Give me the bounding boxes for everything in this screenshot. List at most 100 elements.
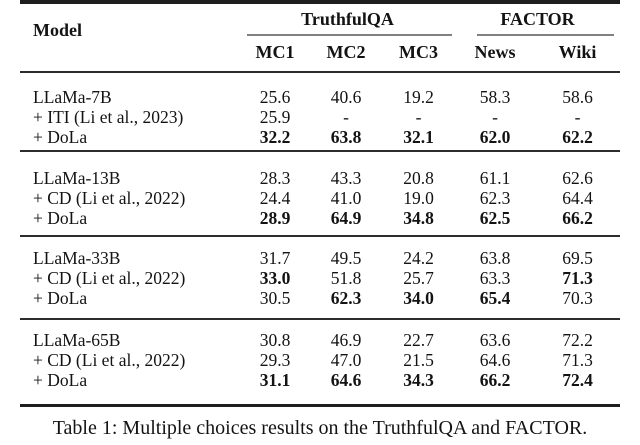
table-row: + ITI (Li et al., 2023) 25.9 - - - - [20,107,620,127]
table-row: + DoLa 32.2 63.8 32.1 62.0 62.2 [20,127,620,147]
metric-cell: 62.2 [562,127,593,147]
table-row: + CD (Li et al., 2022) 33.0 51.8 25.7 63… [20,268,620,288]
metric-cell: 19.2 [403,87,434,107]
row-label: LLaMa-7B [33,87,112,107]
metric-cell: 32.2 [259,127,291,147]
table-row: LLaMa-33B 31.7 49.5 24.2 63.8 69.5 [20,248,620,268]
metric-cell: 72.4 [562,370,593,390]
table-row: LLaMa-65B 30.8 46.9 22.7 63.6 72.2 [20,330,620,350]
group-separator-rule [20,150,620,152]
metric-cell: 28.9 [259,208,291,228]
metric-cell: 66.2 [479,370,511,390]
top-rule [20,0,620,4]
metric-cell: 64.6 [330,370,362,390]
metric-cell: 24.2 [403,248,434,268]
metric-cell: 43.3 [330,168,362,188]
metric-cell: 64.9 [330,208,362,228]
row-label: + DoLa [33,370,88,390]
row-label: LLaMa-13B [33,168,121,188]
metric-cell: 28.3 [259,168,291,188]
metric-cell: 51.8 [330,268,362,288]
metric-cell: 72.2 [562,330,593,350]
table-row: + DoLa 28.9 64.9 34.8 62.5 66.2 [20,208,620,228]
row-label: + DoLa [33,208,88,228]
column-header-mc2: MC2 [326,42,366,62]
row-label: LLaMa-33B [33,248,121,268]
metric-cell: 64.6 [479,350,511,370]
metric-cell: 31.7 [259,248,291,268]
metric-cell: - [574,107,581,127]
metric-cell: 64.4 [562,188,593,208]
group-separator-rule [20,235,620,237]
metric-cell: 34.3 [403,370,434,390]
metric-cell: - [415,107,422,127]
column-header-mc1: MC1 [255,42,295,62]
row-label: + CD (Li et al., 2022) [33,268,186,288]
metric-cell: 25.7 [403,268,434,288]
metric-cell: 30.5 [259,288,291,308]
metric-cell: 25.9 [259,107,291,127]
row-label: + CD (Li et al., 2022) [33,350,186,370]
metric-cell: - [343,107,349,127]
row-label: + DoLa [33,288,88,308]
metric-cell: - [492,107,498,127]
column-header-news: News [474,42,516,62]
metric-cell: 41.0 [330,188,362,208]
metric-cell: 61.1 [479,168,511,188]
group-header-truthfulqa: TruthfulQA [301,9,394,29]
factor-span-rule [477,34,614,36]
results-table: Model TruthfulQA FACTOR MC1 MC2 MC3 News… [20,0,620,410]
table-row: + DoLa 30.5 62.3 34.0 65.4 70.3 [20,288,620,308]
metric-cell: 20.8 [403,168,434,188]
subheader-row: MC1 MC2 MC3 News Wiki [20,41,620,63]
metric-cell: 62.3 [330,288,362,308]
header-rule [20,71,620,73]
column-header-wiki: Wiki [558,42,597,62]
metric-cell: 25.6 [259,87,291,107]
metric-cell: 24.4 [259,188,291,208]
metric-cell: 70.3 [562,288,593,308]
metric-cell: 46.9 [330,330,362,350]
metric-cell: 62.0 [479,127,511,147]
metric-cell: 71.3 [562,350,593,370]
metric-cell: 31.1 [259,370,291,390]
metric-cell: 33.0 [259,268,291,288]
metric-cell: 29.3 [259,350,291,370]
metric-cell: 71.3 [562,268,593,288]
metric-cell: 34.8 [403,208,434,228]
metric-cell: 32.1 [403,127,434,147]
metric-cell: 34.0 [403,288,434,308]
table-row: LLaMa-13B 28.3 43.3 20.8 61.1 62.6 [20,168,620,188]
table-row: + CD (Li et al., 2022) 24.4 41.0 19.0 62… [20,188,620,208]
metric-cell: 49.5 [330,248,362,268]
row-label: LLaMa-65B [33,330,121,350]
metric-cell: 62.6 [562,168,593,188]
row-label: + ITI (Li et al., 2023) [33,107,184,127]
metric-cell: 21.5 [403,350,434,370]
table-row: LLaMa-7B 25.6 40.6 19.2 58.3 58.6 [20,87,620,107]
metric-cell: 63.8 [479,248,511,268]
metric-cell: 63.8 [330,127,362,147]
metric-cell: 62.3 [479,188,511,208]
metric-cell: 22.7 [403,330,434,350]
metric-cell: 19.0 [403,188,434,208]
metric-cell: 63.3 [479,268,511,288]
metric-cell: 69.5 [562,248,593,268]
column-header-mc3: MC3 [399,42,438,62]
column-header-model: Model [33,20,82,40]
metric-cell: 66.2 [562,208,593,228]
row-label: + CD (Li et al., 2022) [33,188,186,208]
metric-cell: 63.6 [479,330,511,350]
row-label: + DoLa [33,127,88,147]
metric-cell: 58.6 [562,87,593,107]
bottom-rule [20,404,620,407]
table-caption: Table 1: Multiple choices results on the… [52,417,588,439]
metric-cell: 30.8 [259,330,291,350]
metric-cell: 58.3 [479,87,511,107]
subheader-spacer [20,41,240,63]
metric-cell: 62.5 [479,208,511,228]
table-row: + CD (Li et al., 2022) 29.3 47.0 21.5 64… [20,350,620,370]
group-header-factor: FACTOR [500,9,575,29]
truthfulqa-span-rule [247,34,452,36]
table-row: + DoLa 31.1 64.6 34.3 66.2 72.4 [20,370,620,390]
